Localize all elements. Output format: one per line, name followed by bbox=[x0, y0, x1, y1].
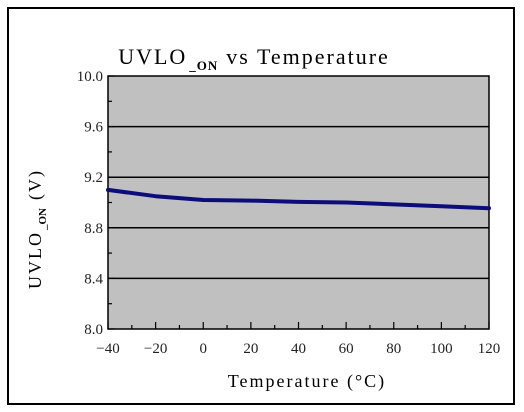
x-tick-label: 80 bbox=[386, 341, 401, 357]
chart-title-rest: vs Temperature bbox=[226, 44, 390, 69]
x-tick-labels: −40 −20 0 20 40 60 80 100 120 bbox=[96, 341, 500, 357]
y-axis-label-main: UVLO bbox=[25, 231, 45, 289]
y-tick-labels: 8.0 8.4 8.8 9.2 9.6 10.0 bbox=[77, 69, 104, 338]
y-tick-label: 8.8 bbox=[84, 221, 103, 237]
grid-lines bbox=[108, 125, 489, 280]
axis-ticks bbox=[107, 75, 490, 330]
x-tick-label: 20 bbox=[243, 341, 258, 357]
x-tick-label: 0 bbox=[200, 341, 208, 357]
y-tick-label: 10.0 bbox=[77, 69, 103, 85]
y-axis-label: UVLO_ON (V) bbox=[25, 169, 49, 289]
y-axis-label-subscript: _ON bbox=[37, 208, 49, 231]
series-line bbox=[106, 187, 491, 211]
y-tick-label: 8.0 bbox=[84, 322, 103, 338]
x-tick-label: −20 bbox=[144, 341, 167, 357]
y-axis-label-rest: (V) bbox=[25, 169, 46, 200]
chart-title: UVLO _ON vs Temperature bbox=[118, 44, 390, 73]
x-tick-label: 60 bbox=[339, 341, 354, 357]
x-tick-label: −40 bbox=[96, 341, 119, 357]
x-tick-label: 100 bbox=[430, 341, 453, 357]
chart-frame: UVLO _ON vs Temperature 8.0 8.4 8.8 9.2 9.6 10.… bbox=[7, 7, 515, 405]
x-axis-label: Temperature (°C) bbox=[228, 371, 386, 392]
x-tick-label: 40 bbox=[291, 341, 306, 357]
chart-svg: UVLO _ON vs Temperature 8.08.48.89.29.610.… bbox=[25, 44, 500, 392]
x-tick-label: 120 bbox=[478, 341, 501, 357]
y-tick-label: 8.4 bbox=[84, 271, 103, 287]
chart-title-main: UVLO bbox=[118, 44, 187, 69]
y-tick-label: 9.2 bbox=[84, 170, 103, 186]
y-tick-label: 9.6 bbox=[84, 120, 103, 136]
chart-title-subscript: _ON bbox=[188, 58, 218, 73]
